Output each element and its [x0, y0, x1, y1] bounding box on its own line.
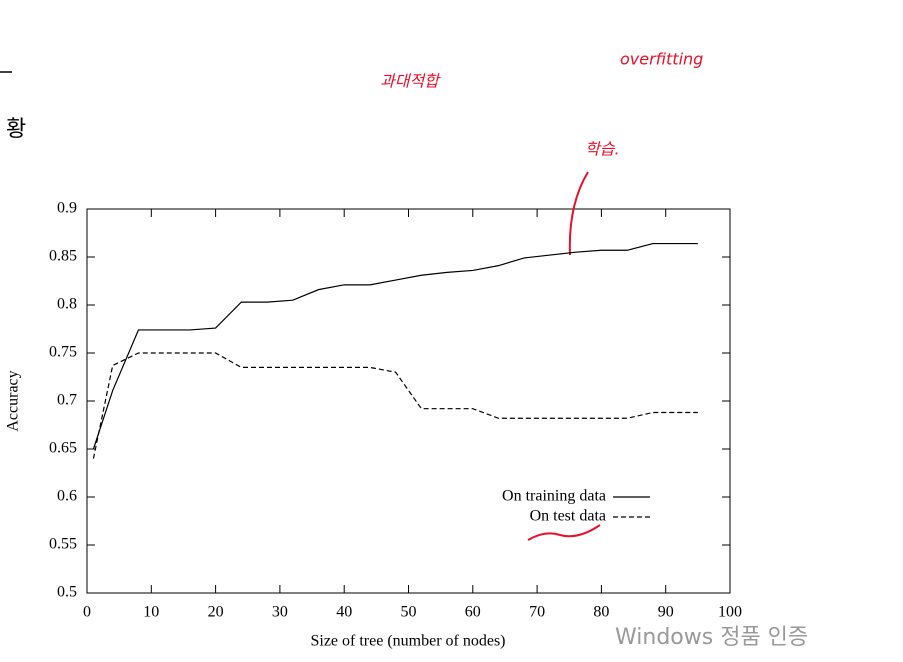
legend-label: On test data [530, 508, 606, 525]
y-tick-label: 0.9 [57, 200, 77, 217]
x-tick-label: 20 [208, 604, 224, 621]
x-axis-label: Size of tree (number of nodes) [310, 633, 505, 650]
annotation: 학습. [585, 140, 620, 159]
series-line [92, 352, 698, 459]
annotation: 과대적합 [380, 72, 441, 91]
y-tick-label: 0.75 [49, 344, 77, 361]
y-tick-label: 0.6 [57, 488, 77, 505]
y-tick-label: 0.7 [57, 392, 77, 409]
page-fragment: 황 [6, 117, 26, 142]
x-tick-label: 0 [83, 604, 91, 621]
y-tick-label: 0.8 [57, 296, 77, 313]
x-tick-label: 10 [143, 604, 159, 621]
y-axis-label: Accuracy [5, 370, 22, 431]
x-tick-label: 100 [718, 604, 742, 621]
y-tick-label: 0.85 [49, 248, 77, 265]
annotation: overfitting [620, 50, 703, 69]
y-tick-label: 0.65 [49, 440, 77, 457]
watermark: Windows 정품 인증 [615, 625, 808, 650]
annotation-stroke [568, 171, 589, 256]
annotation-underline [527, 524, 601, 541]
x-tick-label: 80 [593, 604, 609, 621]
x-tick-label: 60 [465, 604, 481, 621]
x-tick-label: 70 [529, 604, 545, 621]
x-tick-label: 50 [401, 604, 417, 621]
y-tick-label: 0.55 [49, 536, 77, 553]
plot-frame [86, 208, 731, 594]
x-tick-label: 40 [336, 604, 352, 621]
y-tick-label: 0.5 [57, 584, 77, 601]
series-line [92, 242, 698, 450]
x-tick-label: 30 [272, 604, 288, 621]
x-tick-label: 90 [658, 604, 674, 621]
legend-label: On training data [502, 488, 606, 505]
